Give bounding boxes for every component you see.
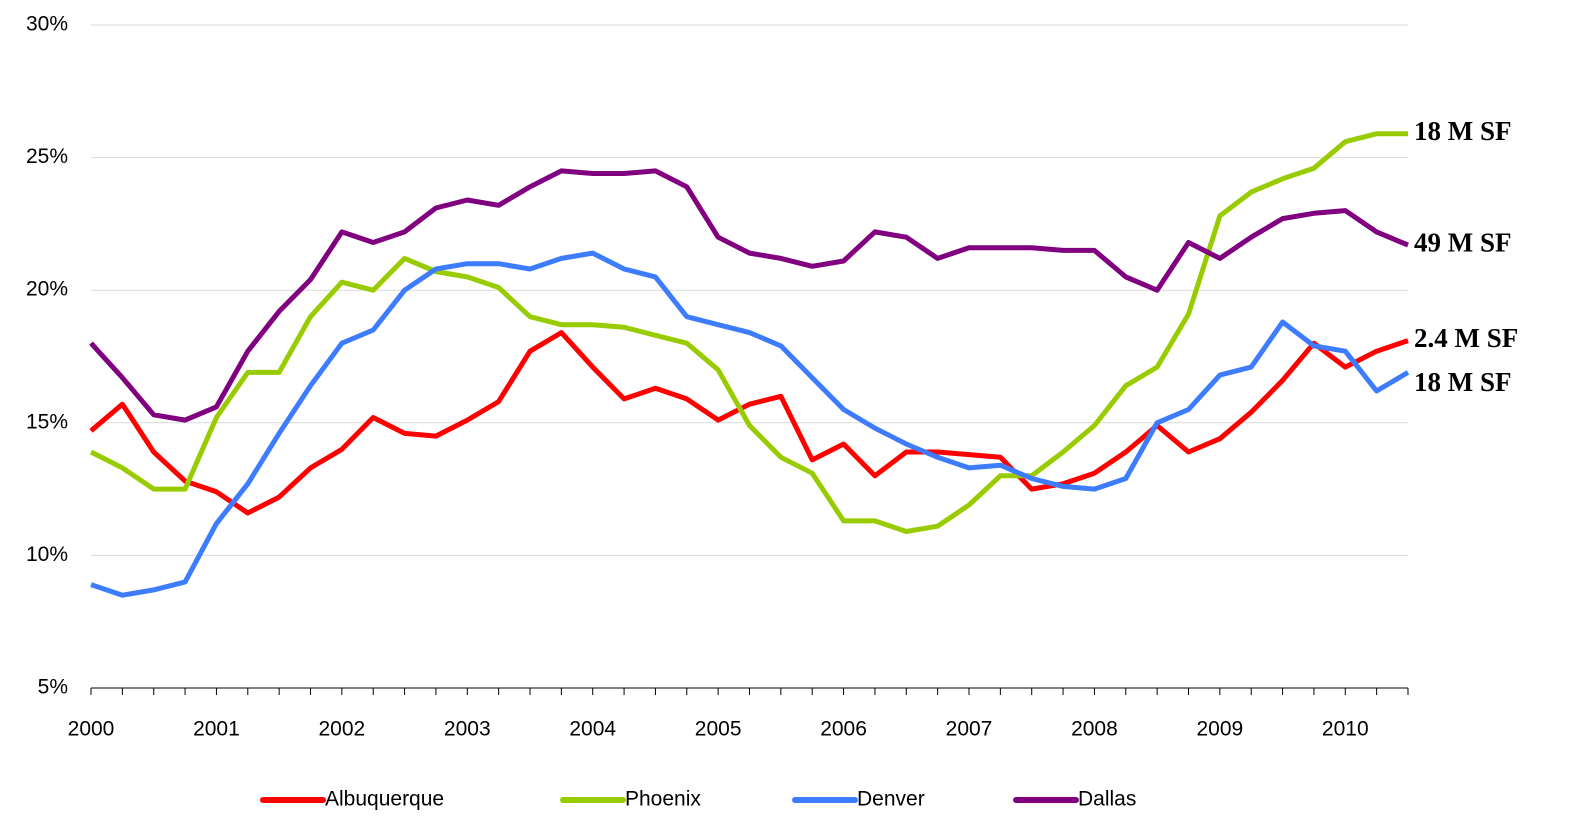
- legend-label: Dallas: [1078, 788, 1136, 811]
- end-label: 18 M SF: [1414, 116, 1512, 146]
- series-line: [89, 168, 1409, 423]
- x-tick-label: 2002: [318, 718, 365, 741]
- end-label: 18 M SF: [1414, 367, 1512, 397]
- end-label: 2.4 M SF: [1414, 323, 1518, 353]
- y-tick-label: 5%: [38, 676, 68, 699]
- x-tick-label: 2001: [193, 718, 240, 741]
- x-tick-label: 2000: [68, 718, 115, 741]
- y-tick-label: 25%: [26, 145, 68, 168]
- x-tick-label: 2008: [1071, 718, 1118, 741]
- series-line: [89, 131, 1408, 534]
- x-tick-label: 2003: [444, 718, 491, 741]
- x-tick-label: 2007: [946, 718, 993, 741]
- series-line: [90, 250, 1410, 598]
- end-label: 49 M SF: [1414, 227, 1512, 257]
- y-tick-label: 15%: [26, 410, 68, 433]
- x-tick-label: 2005: [695, 718, 742, 741]
- x-tick-label: 2009: [1196, 718, 1243, 741]
- legend-label: Denver: [857, 788, 925, 811]
- y-tick-label: 30%: [26, 13, 68, 36]
- x-tick-label: 2004: [569, 718, 616, 741]
- series-line: [89, 330, 1409, 516]
- y-tick-label: 20%: [26, 278, 68, 301]
- y-tick-label: 10%: [26, 543, 68, 566]
- x-tick-label: 2010: [1322, 718, 1369, 741]
- x-tick-label: 2006: [820, 718, 867, 741]
- legend-label: Albuquerque: [325, 788, 444, 811]
- legend-label: Phoenix: [625, 788, 701, 811]
